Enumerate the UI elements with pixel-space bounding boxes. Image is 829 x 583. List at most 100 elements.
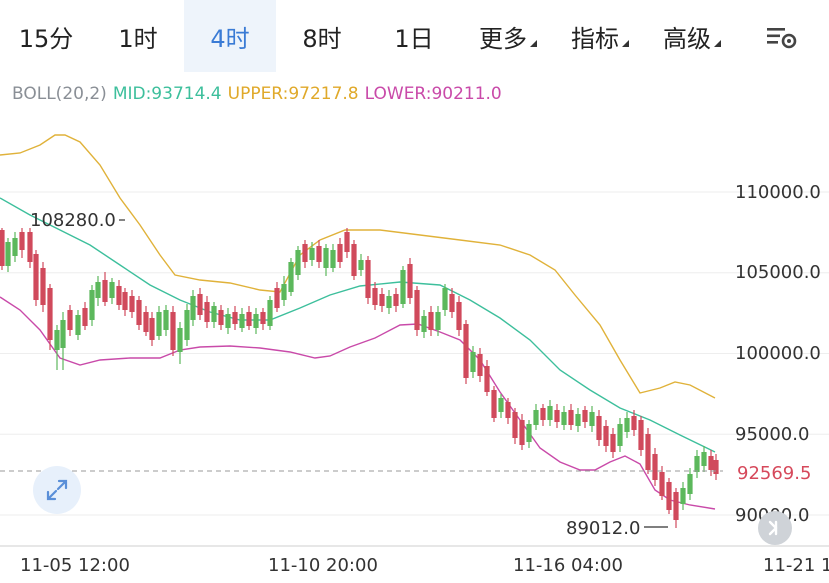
candle-body xyxy=(170,312,176,350)
candle xyxy=(302,240,308,268)
candle xyxy=(149,312,155,346)
candle-body xyxy=(225,314,231,328)
candle-body xyxy=(281,284,287,300)
candle xyxy=(12,232,18,262)
candle xyxy=(603,420,609,452)
candle-body xyxy=(421,316,427,332)
tab-15min[interactable]: 15分 xyxy=(0,0,92,72)
candle-body xyxy=(624,418,630,432)
candle xyxy=(659,466,665,500)
boll-upper-line xyxy=(0,134,716,399)
more-menu[interactable]: 更多 xyxy=(462,0,554,72)
candle-body xyxy=(116,286,122,305)
candle xyxy=(386,290,392,314)
candle-body xyxy=(5,242,11,266)
boll-lower-value: LOWER:90211.0 xyxy=(364,84,502,104)
candle-body xyxy=(610,434,616,452)
candle-body xyxy=(82,308,88,326)
candle xyxy=(491,386,497,422)
candle xyxy=(163,305,169,336)
candle xyxy=(561,406,567,430)
candle-body xyxy=(75,315,81,335)
candle xyxy=(673,488,679,528)
candle xyxy=(708,450,714,476)
y-axis-label: 110000.0 xyxy=(735,182,821,203)
tab-1d[interactable]: 1日 xyxy=(368,0,460,72)
candle xyxy=(596,410,602,446)
candle-body xyxy=(177,328,183,352)
candle-body xyxy=(428,312,434,330)
boll-upper-value: UPPER:97217.8 xyxy=(227,84,359,104)
candle xyxy=(701,446,707,472)
chart-grid xyxy=(0,191,829,516)
y-axis-label: 105000.0 xyxy=(735,262,821,283)
advanced-menu[interactable]: 高级 xyxy=(646,0,738,72)
candle xyxy=(281,276,287,306)
candle xyxy=(498,394,504,418)
candle xyxy=(33,250,39,306)
candle-body xyxy=(143,312,149,332)
candle xyxy=(309,242,315,266)
candle xyxy=(67,305,73,336)
tab-label: 1日 xyxy=(394,24,434,53)
candle-body xyxy=(687,474,693,494)
candle xyxy=(449,288,455,318)
timeframe-tabs: 15分 1时 4时 8时 1日 更多 指标 高级 xyxy=(0,0,829,72)
candle xyxy=(631,410,637,436)
candle xyxy=(211,302,217,328)
tab-4h[interactable]: 4时 xyxy=(184,0,276,72)
candle xyxy=(337,238,343,268)
candle xyxy=(184,304,190,346)
candle xyxy=(414,286,420,336)
candle-body xyxy=(67,310,73,330)
candle xyxy=(129,290,135,318)
candle xyxy=(624,412,630,438)
candle xyxy=(421,310,427,338)
candle-body xyxy=(400,270,406,304)
candle-body xyxy=(40,268,46,305)
candle xyxy=(246,306,252,330)
menu-label: 高级 xyxy=(663,24,711,53)
candle-body xyxy=(351,244,357,276)
candle xyxy=(197,288,203,320)
candle-body xyxy=(512,412,518,438)
candle-body xyxy=(540,408,546,420)
candle xyxy=(533,404,539,430)
candle-body xyxy=(239,314,245,328)
candle-body xyxy=(547,406,553,420)
candle-body xyxy=(645,434,651,470)
x-axis-label: 11-05 12:00 xyxy=(20,555,130,576)
candle xyxy=(170,306,176,356)
candle-body xyxy=(519,420,525,445)
candle-body xyxy=(12,238,18,256)
candle-body xyxy=(414,290,420,330)
indicators-menu[interactable]: 指标 xyxy=(554,0,646,72)
candle-body xyxy=(316,246,322,262)
candle-body xyxy=(267,300,273,326)
candle-body xyxy=(33,254,39,300)
candle xyxy=(267,296,273,330)
tab-1h[interactable]: 1时 xyxy=(92,0,184,72)
candle xyxy=(680,482,686,510)
candle xyxy=(400,266,406,308)
scroll-to-latest-button[interactable] xyxy=(758,511,792,545)
candle xyxy=(687,468,693,500)
candle xyxy=(89,285,95,326)
candle-body xyxy=(232,312,238,324)
candle xyxy=(638,416,644,456)
candle-body xyxy=(568,410,574,425)
candle xyxy=(143,306,149,336)
fullscreen-button[interactable] xyxy=(33,466,81,514)
candle-body xyxy=(666,482,672,510)
tab-8h[interactable]: 8时 xyxy=(276,0,368,72)
candle-body xyxy=(554,410,560,422)
candle-body xyxy=(184,310,190,340)
candle xyxy=(568,404,574,430)
candle xyxy=(60,312,66,370)
candle-body xyxy=(701,452,707,466)
menu-label: 更多 xyxy=(479,24,527,53)
x-axis-label: 11-16 04:00 xyxy=(513,555,623,576)
chart-settings-icon[interactable] xyxy=(765,22,797,50)
candle-body xyxy=(295,250,301,275)
